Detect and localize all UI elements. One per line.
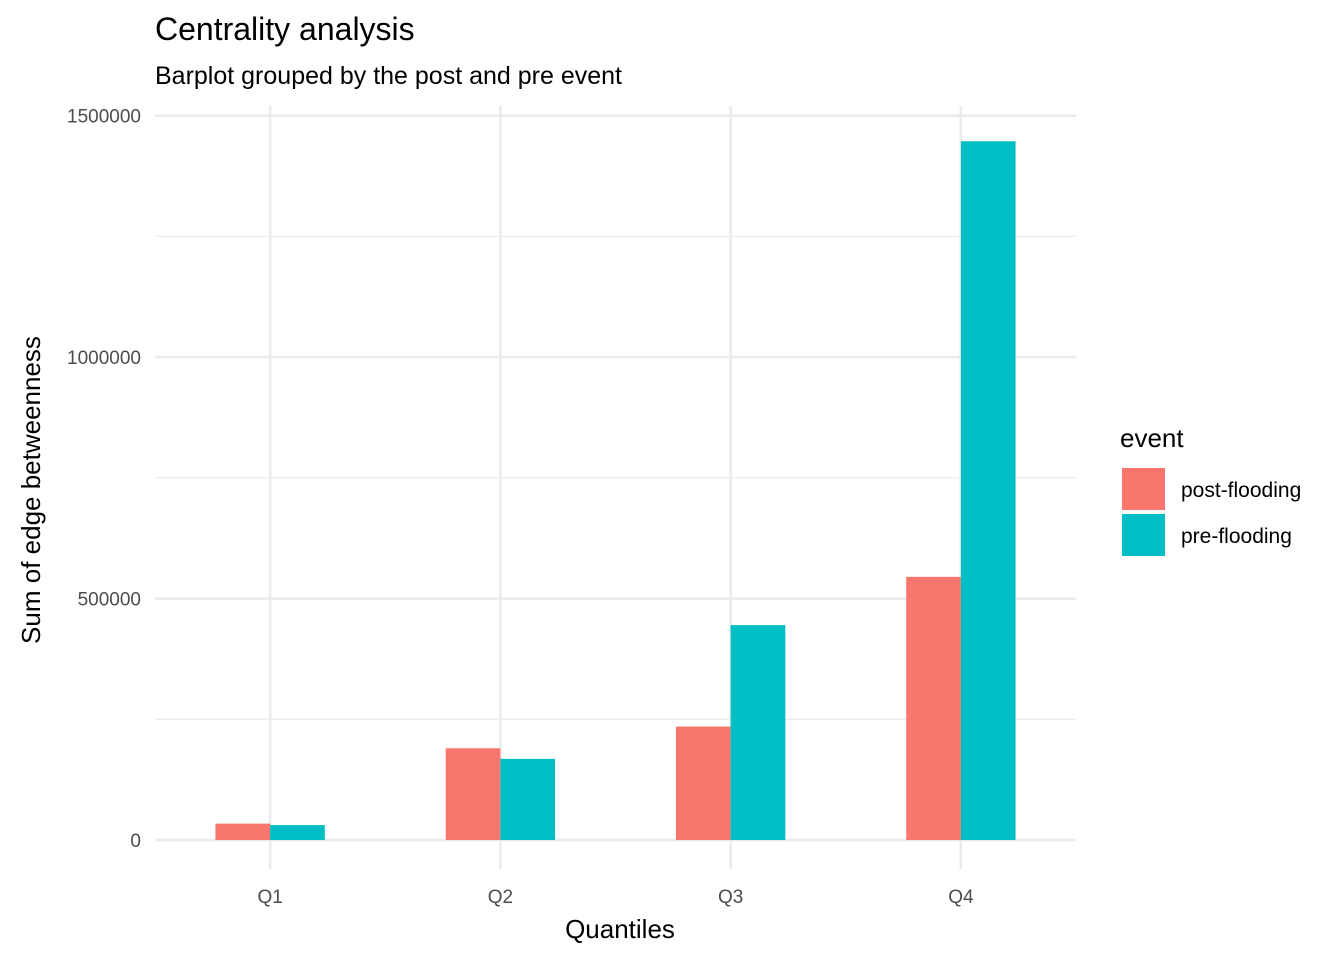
legend-swatch-pre-flooding [1122, 514, 1165, 556]
x-tick-label: Q1 [257, 887, 282, 908]
bar-pre-flooding-Q1 [270, 825, 325, 841]
chart-title: Centrality analysis [155, 11, 415, 47]
y-axis-ticks: 0 500000 1000000 1500000 [67, 107, 141, 852]
bars [215, 141, 1016, 841]
y-tick-label: 0 [130, 831, 141, 852]
x-tick-label: Q3 [718, 887, 743, 908]
x-axis-ticks: Q1 Q2 Q3 Q4 [257, 887, 974, 908]
y-tick-label: 1000000 [67, 348, 141, 369]
x-axis-title: Quantiles [565, 914, 675, 944]
x-tick-label: Q4 [948, 887, 974, 908]
bar-post-flooding-Q3 [675, 726, 731, 841]
legend-label-post-flooding: post-flooding [1181, 479, 1301, 502]
bar-post-flooding-Q1 [215, 823, 271, 841]
bar-post-flooding-Q4 [906, 576, 961, 841]
bar-pre-flooding-Q2 [500, 758, 556, 841]
chart-subtitle: Barplot grouped by the post and pre even… [155, 62, 622, 90]
bar-post-flooding-Q2 [445, 748, 501, 841]
x-tick-label: Q2 [488, 887, 513, 908]
bar-pre-flooding-Q4 [960, 141, 1016, 841]
y-axis-title: Sum of edge betweenness [16, 336, 46, 644]
legend-swatch-post-flooding [1122, 468, 1165, 510]
y-tick-label: 1500000 [67, 107, 141, 128]
legend: event post-flooding pre-flooding [1120, 423, 1301, 556]
y-tick-label: 500000 [78, 590, 141, 611]
bar-pre-flooding-Q3 [730, 625, 786, 841]
legend-label-pre-flooding: pre-flooding [1181, 525, 1292, 548]
legend-title: event [1120, 423, 1184, 453]
